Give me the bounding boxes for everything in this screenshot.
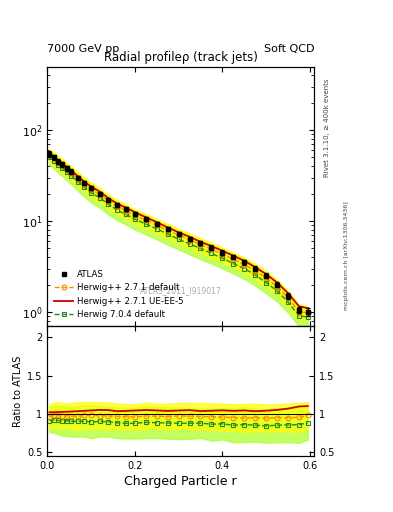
Text: mcplots.cern.ch [arXiv:1306.3436]: mcplots.cern.ch [arXiv:1306.3436] (344, 202, 349, 310)
Title: Radial profileρ (track jets): Radial profileρ (track jets) (104, 51, 258, 64)
Text: ATLAS_2011_I919017: ATLAS_2011_I919017 (140, 286, 222, 295)
X-axis label: Charged Particle r: Charged Particle r (125, 475, 237, 488)
Text: Soft QCD: Soft QCD (264, 44, 314, 54)
Legend: ATLAS, Herwig++ 2.7.1 default, Herwig++ 2.7.1 UE-EE-5, Herwig 7.0.4 default: ATLAS, Herwig++ 2.7.1 default, Herwig++ … (51, 268, 187, 322)
Text: 7000 GeV pp: 7000 GeV pp (47, 44, 119, 54)
Text: Rivet 3.1.10, ≥ 400k events: Rivet 3.1.10, ≥ 400k events (324, 79, 330, 177)
Y-axis label: Ratio to ATLAS: Ratio to ATLAS (13, 355, 23, 426)
